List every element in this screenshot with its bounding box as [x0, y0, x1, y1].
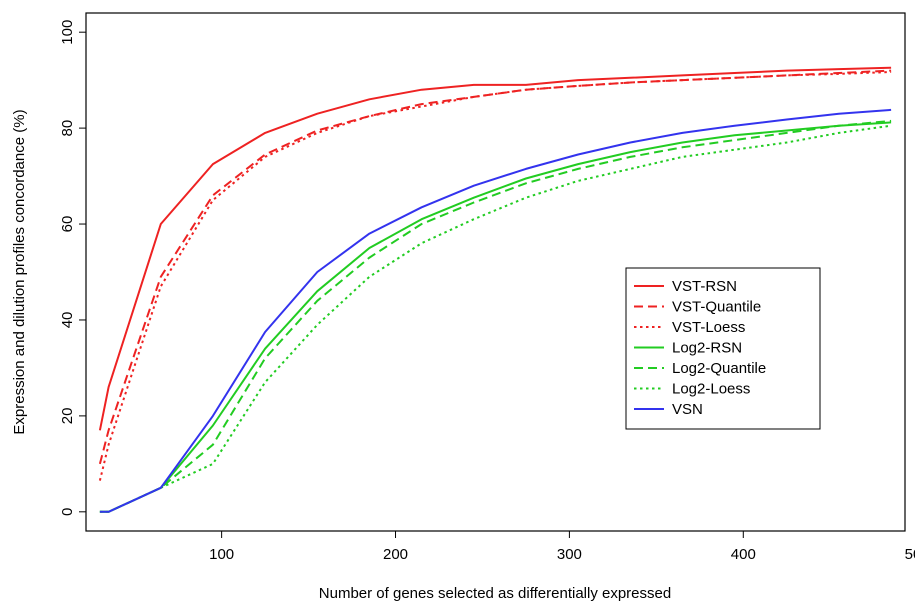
y-axis-title: Expression and dilution profiles concord… — [11, 109, 28, 434]
x-tick-label: 500 — [905, 546, 915, 563]
y-tick-label: 100 — [59, 20, 76, 45]
x-axis-title: Number of genes selected as differential… — [319, 585, 671, 602]
series-line-log2-quantile — [99, 119, 892, 513]
series-line-vst-quantile — [98, 69, 892, 465]
y-axis: 0 20 40 60 80 100 — [59, 20, 86, 516]
y-tick-label: 0 — [59, 508, 76, 516]
y-tick-label: 80 — [59, 120, 76, 137]
legend-label: VST-Loess — [672, 319, 745, 336]
legend-label: Log2-Quantile — [672, 360, 766, 377]
x-tick-label: 100 — [209, 546, 234, 563]
x-axis: 100 200 300 400 500 — [209, 531, 915, 563]
plot-area-box — [85, 12, 906, 532]
x-tick-label: 300 — [557, 546, 582, 563]
x-tick-label: 400 — [731, 546, 756, 563]
legend-label: Log2-RSN — [672, 340, 742, 357]
series-line-log2-rsn — [99, 121, 892, 513]
y-tick-label: 60 — [59, 216, 76, 233]
series-layer — [98, 66, 892, 513]
legend-label: VSN — [672, 401, 703, 418]
legend-label: VST-Quantile — [672, 299, 761, 316]
y-tick-label: 40 — [59, 312, 76, 329]
series-line-vst-loess — [98, 71, 892, 481]
series-line-vst-rsn — [98, 66, 892, 431]
x-tick-label: 200 — [383, 546, 408, 563]
legend: VST-RSN VST-Quantile VST-Loess Log2-RSN Log2… — [625, 267, 821, 430]
legend-label: VST-RSN — [672, 278, 737, 295]
legend-label: Log2-Loess — [672, 381, 750, 398]
y-tick-label: 20 — [59, 408, 76, 425]
series-line-vsn — [99, 108, 892, 513]
series-line-log2-loess — [99, 124, 892, 513]
